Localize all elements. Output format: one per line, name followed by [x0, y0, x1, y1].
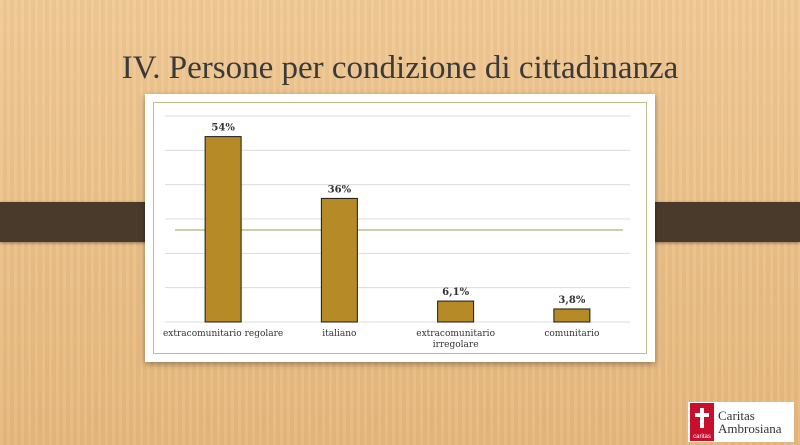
chart-frame [153, 102, 647, 354]
caritas-logo: caritas Caritas Ambrosiana [688, 402, 794, 442]
decorative-band-right [638, 202, 800, 242]
category-label-4: comunitario [544, 329, 599, 339]
slide-title: IV. Persone per condizione di cittadinan… [121, 50, 679, 86]
category-label-3: irregolare [433, 340, 479, 350]
category-label-1: extracomunitario regolare [163, 329, 283, 339]
bar-chart: 54% extracomunitario regolare 36% italiano 6… [163, 115, 630, 350]
bar-1 [204, 136, 242, 323]
logo-name-line2: Ambrosiana [718, 421, 782, 436]
category-label-3: extracomunitario [416, 329, 495, 339]
data-label-4: 3,8% [558, 295, 585, 306]
data-label-3: 6,1% [442, 287, 469, 298]
bar-2 [320, 197, 358, 323]
caritas-cross-icon: caritas [690, 403, 714, 441]
chart-card: 54% extracomunitario regolare 36% italiano 6… [145, 94, 655, 362]
data-label-2: 36% [328, 184, 352, 195]
data-label-1: 54% [211, 123, 235, 134]
category-label-2: italiano [322, 329, 356, 339]
logo-name-line1: Caritas [718, 408, 755, 423]
logo-mark-text: caritas [693, 434, 711, 440]
logo-name: Caritas Ambrosiana [718, 409, 782, 435]
bar-4 [553, 308, 591, 323]
bar-3 [437, 300, 475, 323]
decorative-band-left [0, 202, 160, 242]
